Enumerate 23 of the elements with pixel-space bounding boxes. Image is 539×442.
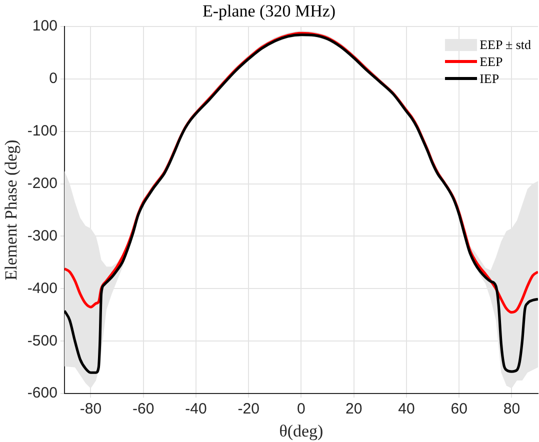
y-axis-title: Element Phase (deg) [2,140,21,280]
legend-label: IEP [480,70,500,87]
x-tick-label: -40 [185,400,207,418]
x-tick-label: 0 [297,400,306,418]
annotation: EEP ± std [480,36,531,53]
x-tick-label: -60 [132,400,154,418]
y-tick-label: 100 [32,18,58,35]
y-tick-label: -600 [27,384,58,402]
x-tick-label: -20 [238,400,260,418]
legend-label: EEP [480,53,503,70]
x-tick-label: -80 [80,400,102,418]
y-tick-label: -300 [27,227,58,244]
y-tick-label: -400 [27,280,58,297]
y-tick-label: -500 [27,332,58,350]
x-tick-label: 20 [345,400,362,418]
x-tick-label: 40 [398,400,415,418]
chart-title: E-plane (320 MHz) [202,2,336,21]
x-axis-title: θ(deg) [279,421,324,440]
y-tick-label: -100 [27,122,58,140]
y-tick-label: 0 [49,70,58,87]
y-tick-label: -200 [27,174,58,192]
x-tick-label: 80 [503,400,520,418]
x-tick-label: 60 [450,400,468,418]
